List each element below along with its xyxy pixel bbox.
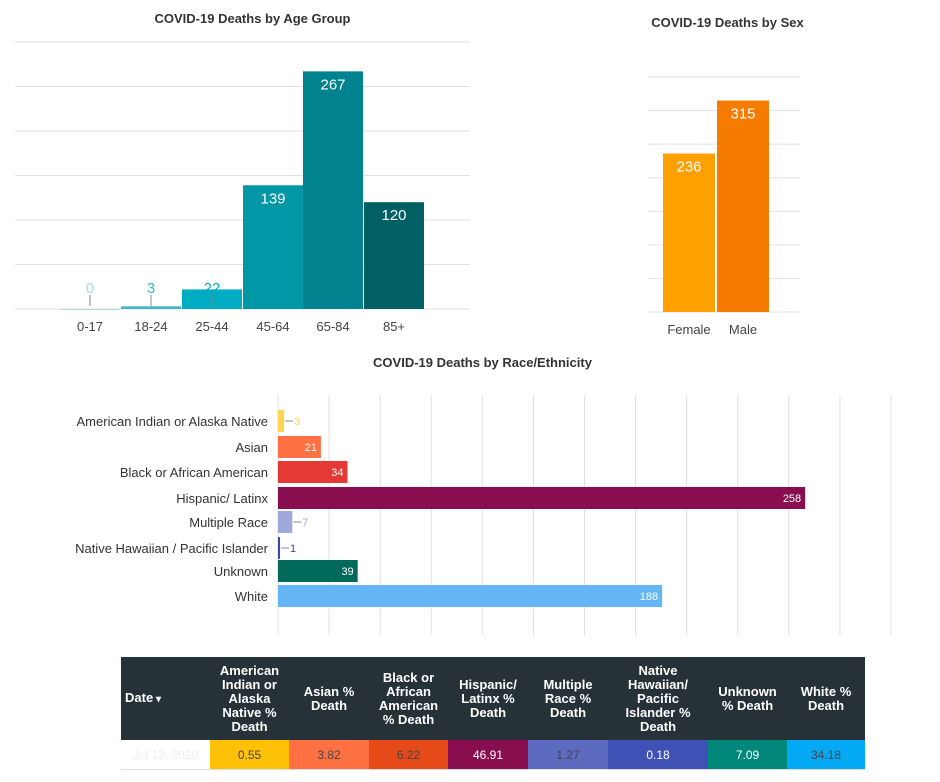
table-cell: 34.18 — [787, 740, 865, 770]
race-tick-label: Multiple Race — [189, 515, 268, 530]
race-bar — [278, 410, 285, 432]
column-header[interactable]: Asian % Death — [289, 657, 369, 740]
column-header[interactable]: Date ▾ — [121, 657, 210, 740]
race-percent-table: Date ▾ American Indian or Alaska Native %… — [121, 657, 865, 770]
age-tick-label: 85+ — [383, 319, 405, 334]
table-cell: 6.22 — [369, 740, 448, 770]
age-bar — [303, 71, 363, 310]
race-tick-label: Hispanic/ Latinx — [176, 491, 268, 506]
sex-tick-label: Male — [729, 322, 757, 337]
column-header[interactable]: American Indian or Alaska Native % Death — [210, 657, 289, 740]
table-cell: 0.55 — [210, 740, 289, 770]
column-header[interactable]: Unknown % Death — [708, 657, 787, 740]
race-tick-label: White — [235, 589, 268, 604]
column-header-label: Hispanic/ Latinx % Death — [459, 676, 517, 720]
race-data-label: 258 — [783, 493, 801, 505]
column-header-label: American Indian or Alaska Native % Death — [219, 662, 280, 734]
race-data-label: 3 — [294, 416, 300, 428]
race-tick-label: American Indian or Alaska Native — [77, 414, 268, 429]
race-chart-title: COVID-19 Deaths by Race/Ethnicity — [373, 355, 592, 370]
column-header[interactable]: Hispanic/ Latinx % Death — [448, 657, 528, 740]
column-header-label: Black or African American % Death — [378, 669, 439, 727]
race-bar — [278, 487, 806, 509]
table-cell: Jul 13, 2020 — [121, 740, 210, 770]
age-data-label: 267 — [320, 76, 345, 93]
column-header-label: Native Hawaiian/ Pacific Islander % Deat… — [625, 662, 691, 734]
column-header[interactable]: Black or African American % Death — [369, 657, 448, 740]
race-data-label: 39 — [341, 566, 353, 578]
column-header-label: Unknown % Death — [718, 683, 777, 713]
age-bar — [364, 202, 424, 309]
race-data-label: 34 — [331, 467, 343, 479]
age-bar — [121, 306, 181, 309]
column-header-label: White % Death — [800, 683, 852, 713]
sex-bar — [717, 100, 769, 312]
race-data-label: 188 — [640, 591, 658, 603]
table-row: Jul 13, 2020 0.55 3.82 6.22 46.91 1.27 0.18 7.0… — [121, 740, 865, 770]
sex-chart-title: COVID-19 Deaths by Sex — [651, 15, 804, 30]
race-bar — [278, 560, 358, 582]
sex-bar — [663, 153, 715, 312]
age-data-label: 120 — [381, 207, 406, 224]
race-bar — [278, 436, 321, 458]
race-bar — [278, 585, 663, 607]
race-tick-label: Unknown — [214, 564, 268, 579]
age-bar — [243, 185, 303, 309]
column-header-label: Asian % Death — [303, 683, 355, 713]
race-bar — [278, 537, 281, 559]
column-header[interactable]: Native Hawaiian/ Pacific Islander % Deat… — [608, 657, 708, 740]
table-cell: 7.09 — [708, 740, 787, 770]
table-cell: 1.27 — [528, 740, 608, 770]
charts-canvas: 00-17318-242225-4413945-6426765-8412085+… — [15, 41, 892, 635]
column-header[interactable]: White % Death — [787, 657, 865, 740]
sex-data-label: 236 — [676, 159, 701, 176]
table-cell: 46.91 — [448, 740, 528, 770]
age-tick-label: 65-84 — [316, 319, 349, 334]
sex-data-label: 315 — [730, 106, 755, 123]
age-tick-label: 25-44 — [195, 319, 228, 334]
race-tick-label: Asian — [235, 440, 268, 455]
table-cell: 0.18 — [608, 740, 708, 770]
age-data-label: 0 — [86, 280, 94, 297]
column-header[interactable]: Multiple Race % Death — [528, 657, 608, 740]
sex-tick-label: Female — [667, 322, 710, 337]
race-data-label: 21 — [305, 442, 317, 454]
age-data-label: 3 — [147, 280, 155, 297]
age-tick-label: 0-17 — [77, 319, 103, 334]
race-data-label: 7 — [302, 517, 308, 529]
age-data-label: 139 — [260, 190, 285, 207]
age-bar — [60, 309, 120, 310]
age-tick-label: 45-64 — [256, 319, 289, 334]
race-tick-label: Native Hawaiian / Pacific Islander — [75, 541, 269, 556]
age-tick-label: 18-24 — [134, 319, 167, 334]
race-bar — [278, 461, 348, 483]
race-bar — [278, 511, 293, 533]
column-header-label: Multiple Race % Death — [543, 676, 593, 720]
column-header-label: Date — [125, 689, 154, 705]
table-cell: 3.82 — [289, 740, 369, 770]
caret-down-icon[interactable]: ▾ — [153, 693, 161, 705]
race-data-label: 1 — [290, 543, 296, 555]
age-chart-title: COVID-19 Deaths by Age Group — [154, 11, 351, 26]
age-data-label: 22 — [204, 280, 221, 297]
race-tick-label: Black or African American — [120, 465, 268, 480]
